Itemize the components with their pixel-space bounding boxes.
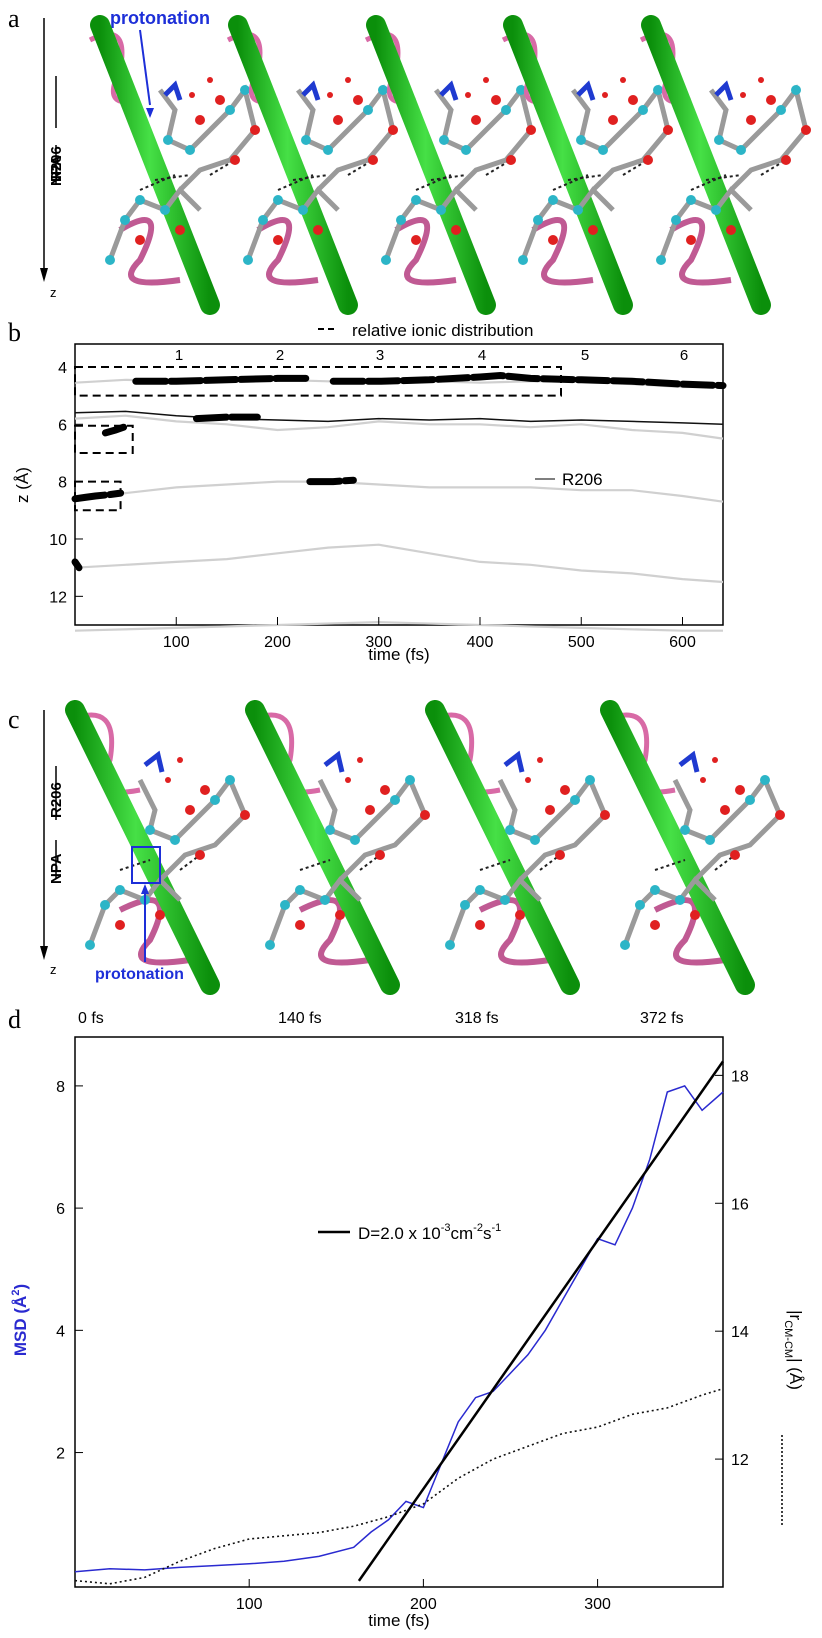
series-gray-line-5 bbox=[74, 620, 723, 632]
ionic-segment-5 bbox=[193, 413, 261, 423]
d-xtick-label-2: 300 bbox=[584, 1596, 611, 1613]
frame-time-2: 318 fs bbox=[455, 1010, 499, 1027]
panel-a-frames bbox=[40, 0, 822, 320]
frame-marker-5: 5 bbox=[581, 347, 589, 364]
series-gray-line-2 bbox=[74, 414, 724, 440]
frame-time-0: 0 fs bbox=[78, 1010, 104, 1027]
d-yleft-label-0: 2 bbox=[56, 1446, 65, 1463]
b-ytick-label-3: 10 bbox=[49, 532, 67, 549]
ionic-segment-6 bbox=[306, 476, 357, 486]
d-yleft-label-2: 6 bbox=[56, 1201, 65, 1218]
panel-b-xlabel: time (fs) bbox=[368, 645, 429, 664]
d-yleft-label-1: 4 bbox=[56, 1323, 65, 1340]
series-gray-line-4 bbox=[74, 543, 724, 584]
frame-time-1: 140 fs bbox=[278, 1010, 322, 1027]
d-xtick-label-0: 100 bbox=[236, 1596, 263, 1613]
ionic-box-2 bbox=[74, 480, 122, 512]
b-xtick-label-4: 500 bbox=[568, 634, 595, 651]
b-ytick-label-4: 12 bbox=[49, 589, 67, 606]
b-xtick-label-0: 100 bbox=[163, 634, 190, 651]
panel-d-ylabel-left: MSD (Å2) bbox=[10, 1284, 30, 1356]
frame-time-3: 372 fs bbox=[640, 1010, 684, 1027]
panel-b-legend: relative ionic distribution bbox=[318, 321, 533, 340]
series-rcm-dotted-line bbox=[74, 1387, 724, 1585]
series-r206-line bbox=[74, 410, 724, 426]
frame-marker-2: 2 bbox=[276, 347, 284, 364]
ionic-segment-1 bbox=[101, 423, 128, 437]
z-axis-label-c: z bbox=[50, 962, 57, 977]
panel-b-ylabel: z (Å) bbox=[13, 467, 32, 503]
b-ytick-label-2: 8 bbox=[58, 475, 67, 492]
d-xtick-label-1: 200 bbox=[410, 1596, 437, 1613]
frame-marker-3: 3 bbox=[376, 347, 384, 364]
series-gray-line-3 bbox=[74, 480, 724, 503]
d-yright-label-0: 12 bbox=[731, 1452, 749, 1469]
d-yright-label-2: 16 bbox=[731, 1196, 749, 1213]
b-xtick-label-2: 300 bbox=[365, 634, 392, 651]
ionic-box-1 bbox=[74, 424, 134, 454]
panel-d-ylabel-right: |rCM-CM| (Å) bbox=[782, 1310, 805, 1390]
legend-r206-label: R206 bbox=[562, 470, 603, 489]
frame-marker-6: 6 bbox=[680, 347, 688, 364]
frame-marker-4: 4 bbox=[478, 347, 486, 364]
panel-d-xlabel: time (fs) bbox=[368, 1611, 429, 1630]
panel-b-frame bbox=[74, 343, 724, 626]
panel-c-letter: c bbox=[8, 705, 20, 734]
legend-fit-label: D=2.0 x 10-3cm-2s-1 bbox=[358, 1222, 501, 1243]
d-yright-label-3: 18 bbox=[731, 1068, 749, 1085]
panel-a-letter: a bbox=[8, 4, 20, 33]
panel-d-legend: D=2.0 x 10-3cm-2s-1 bbox=[318, 1222, 501, 1243]
d-yright-label-1: 14 bbox=[731, 1324, 749, 1341]
series-msd-line bbox=[74, 1085, 724, 1573]
panel-d-letter: d bbox=[8, 1005, 21, 1034]
label-r206-c: R206 bbox=[48, 782, 65, 818]
z-axis-label-a: z bbox=[50, 285, 57, 300]
label-npa-a: NPA bbox=[48, 155, 65, 186]
d-yleft-label-3: 8 bbox=[56, 1079, 65, 1096]
b-xtick-label-1: 200 bbox=[264, 634, 291, 651]
b-ytick-label-0: 4 bbox=[58, 360, 67, 377]
legend-dashed-label: relative ionic distribution bbox=[352, 321, 533, 340]
ionic-segment-2 bbox=[71, 558, 83, 572]
protonation-label-c: protonation bbox=[95, 966, 184, 983]
ionic-box-0 bbox=[74, 365, 562, 397]
b-xtick-label-3: 400 bbox=[467, 634, 494, 651]
ionic-segment-0 bbox=[71, 489, 125, 503]
label-npa-c: NPA bbox=[48, 853, 65, 884]
b-ytick-label-1: 6 bbox=[58, 417, 67, 434]
ionic-segment-4 bbox=[329, 371, 727, 390]
panel-c-frames bbox=[40, 700, 822, 1000]
panel-b-chart: relative ionic distribution 100 200 300 400… bbox=[13, 321, 727, 664]
panel-d-chart: 100 200 300 2 4 6 8 12 14 16 18 D=2.0 x 10-3cm-2… bbox=[10, 1036, 805, 1630]
protonation-label-a: protonation bbox=[110, 8, 210, 28]
frame-marker-1: 1 bbox=[175, 347, 183, 364]
protonation-box-c bbox=[131, 846, 161, 884]
series-fit-line bbox=[357, 1060, 725, 1582]
panel-b-letter: b bbox=[8, 318, 21, 347]
ionic-segment-3 bbox=[132, 374, 312, 385]
panel-d-frame bbox=[74, 1036, 724, 1588]
b-xtick-label-5: 600 bbox=[669, 634, 696, 651]
